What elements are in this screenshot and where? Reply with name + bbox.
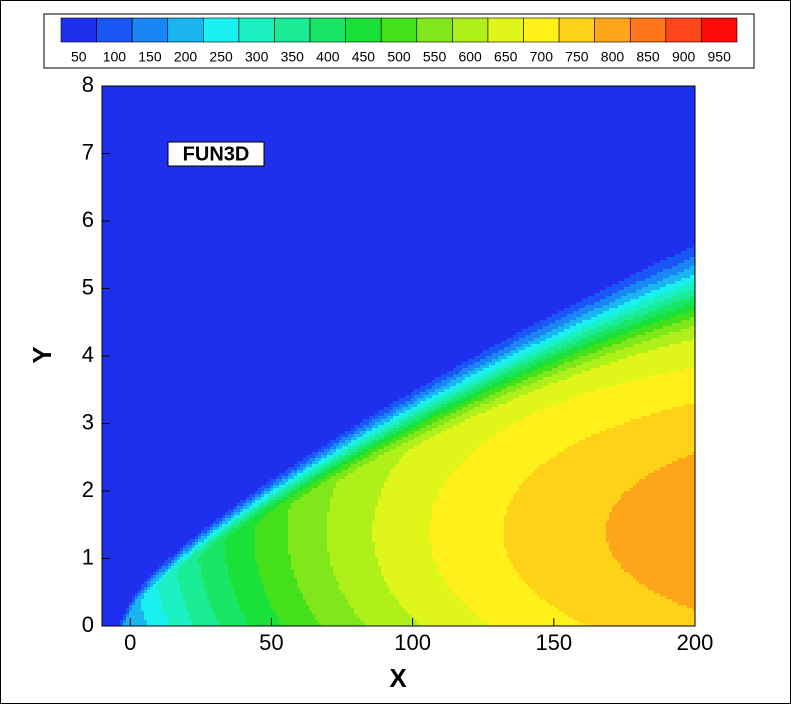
- colorbar-label: 350: [281, 49, 305, 65]
- y-tick-label: 0: [82, 612, 94, 637]
- colorbar-cell: [487, 17, 524, 43]
- colorbar-cell: [523, 17, 560, 43]
- y-axis-label: Y: [27, 346, 57, 363]
- contour-band: [606, 452, 695, 612]
- y-tick-label: 4: [82, 342, 94, 367]
- colorbar-label: 900: [672, 49, 696, 65]
- y-tick-label: 7: [82, 139, 94, 164]
- y-tick-label: 1: [82, 544, 94, 569]
- axes: 0 50 100 150 200 0 1 2 3 4 5 6 7 8: [82, 72, 714, 655]
- colorbar-label: 250: [209, 49, 233, 65]
- colorbar-label: 50: [71, 49, 87, 65]
- x-tick-label: 0: [124, 630, 136, 655]
- y-tick-label: 6: [82, 207, 94, 232]
- colorbar-label: 450: [352, 49, 376, 65]
- colorbar-cell: [558, 17, 595, 43]
- colorbar-cell: [416, 17, 453, 43]
- x-axis-label: X: [389, 663, 407, 693]
- colorbar-label: 150: [138, 49, 162, 65]
- colorbar-label: 550: [423, 49, 447, 65]
- colorbar-label: 650: [494, 49, 518, 65]
- colorbar-label: 600: [458, 49, 482, 65]
- y-tick-label: 2: [82, 477, 94, 502]
- y-tick-label: 8: [82, 72, 94, 97]
- colorbar-cell: [594, 17, 631, 43]
- colorbar-label: 950: [708, 49, 732, 65]
- colorbar-cell: [380, 17, 418, 43]
- colorbar-label: 800: [601, 49, 625, 65]
- colorbar-cell: [629, 17, 667, 43]
- x-tick-label: 150: [535, 630, 572, 655]
- colorbar-cell: [309, 17, 346, 43]
- colorbar: 50 100 150 200 250 300 350 400 450 500 550 600 650 70…: [60, 17, 738, 65]
- colorbar-label: 300: [245, 49, 269, 65]
- x-tick-label: 200: [677, 630, 714, 655]
- x-tick-label: 100: [394, 630, 431, 655]
- colorbar-label: 200: [174, 49, 198, 65]
- colorbar-label: 750: [565, 49, 589, 65]
- colorbar-cell: [96, 17, 133, 43]
- y-tick-label: 3: [82, 409, 94, 434]
- colorbar-cell: [452, 17, 489, 43]
- x-tick-label: 50: [259, 630, 283, 655]
- y-tick-label: 5: [82, 274, 94, 299]
- colorbar-label: 700: [530, 49, 554, 65]
- contour-field: [102, 86, 695, 626]
- colorbar-cell: [274, 17, 311, 43]
- colorbar-cell: [60, 17, 97, 43]
- colorbar-label: 500: [387, 49, 411, 65]
- colorbar-cell: [345, 17, 382, 43]
- colorbar-cell: [701, 17, 738, 43]
- colorbar-label: 850: [636, 49, 660, 65]
- annotation-box: [167, 141, 265, 167]
- colorbar-cell: [131, 17, 169, 43]
- colorbar-cell: [665, 17, 702, 43]
- colorbar-cell: [167, 17, 204, 43]
- colorbar-cell: [238, 17, 275, 43]
- colorbar-label: 400: [316, 49, 340, 65]
- annotation: FUN3D: [183, 143, 250, 165]
- colorbar-label: 100: [103, 49, 127, 65]
- colorbar-cell: [203, 17, 240, 43]
